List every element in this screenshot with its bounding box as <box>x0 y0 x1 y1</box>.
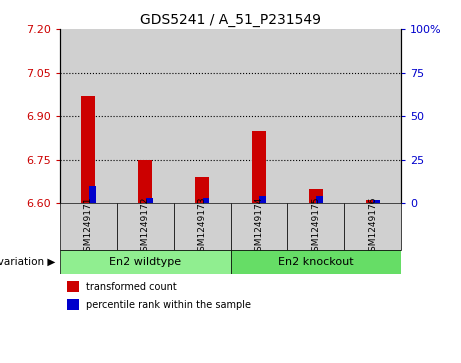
Text: percentile rank within the sample: percentile rank within the sample <box>85 300 250 310</box>
Bar <box>309 189 323 203</box>
Bar <box>203 198 209 203</box>
Bar <box>344 29 401 203</box>
Title: GDS5241 / A_51_P231549: GDS5241 / A_51_P231549 <box>140 13 321 26</box>
Bar <box>230 203 287 250</box>
Bar <box>60 29 117 203</box>
Bar <box>174 29 230 203</box>
Text: transformed count: transformed count <box>85 282 176 292</box>
Bar <box>366 200 380 203</box>
Bar <box>117 203 174 250</box>
Bar <box>252 131 266 203</box>
Bar <box>146 198 153 203</box>
Text: En2 wildtype: En2 wildtype <box>109 257 181 267</box>
Bar <box>67 281 79 292</box>
Text: GSM1249171: GSM1249171 <box>84 197 93 257</box>
Bar <box>373 200 380 203</box>
Text: GSM1249175: GSM1249175 <box>311 197 320 257</box>
Bar <box>138 160 152 203</box>
Bar <box>60 203 117 250</box>
Bar <box>60 250 230 274</box>
Bar <box>287 203 344 250</box>
Bar <box>117 29 174 203</box>
Bar <box>230 250 401 274</box>
Bar <box>260 196 266 203</box>
Text: GSM1249176: GSM1249176 <box>368 197 377 257</box>
Bar <box>89 186 96 203</box>
Bar <box>195 177 209 203</box>
Bar <box>81 96 95 203</box>
Text: En2 knockout: En2 knockout <box>278 257 354 267</box>
Bar <box>287 29 344 203</box>
Text: genotype/variation ▶: genotype/variation ▶ <box>0 257 55 267</box>
Bar <box>230 29 287 203</box>
Text: GSM1249173: GSM1249173 <box>198 197 207 257</box>
Text: GSM1249172: GSM1249172 <box>141 197 150 257</box>
Bar <box>174 203 230 250</box>
Bar <box>344 203 401 250</box>
Bar <box>67 299 79 310</box>
Bar <box>316 196 323 203</box>
Text: GSM1249174: GSM1249174 <box>254 197 263 257</box>
